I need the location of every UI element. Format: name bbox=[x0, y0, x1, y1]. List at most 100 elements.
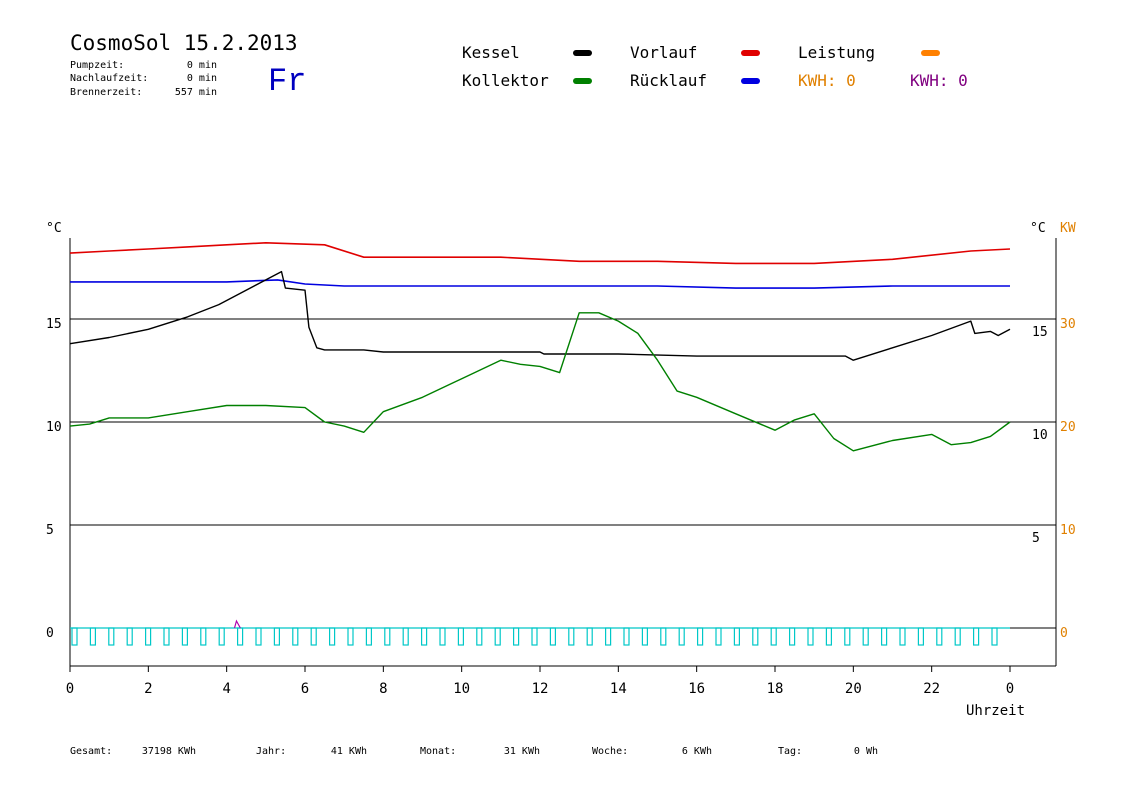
legend-label-vorlauf: Vorlauf bbox=[630, 43, 697, 62]
pump-cycle bbox=[770, 627, 777, 646]
pump-cycle bbox=[586, 627, 593, 646]
stat-label: Brennerzeit: bbox=[70, 87, 142, 98]
pump-cycle bbox=[549, 627, 557, 646]
stat-value: 0 min bbox=[187, 73, 217, 84]
y-tick-label: 10 bbox=[46, 420, 62, 435]
y-tick-label: 0 bbox=[46, 626, 54, 641]
chart-title: CosmoSol 15.2.2013 bbox=[70, 31, 298, 55]
y2-tick-label: 15 bbox=[1032, 325, 1048, 340]
pump-cycle bbox=[531, 627, 538, 646]
pump-cycle bbox=[568, 627, 575, 646]
ticks: 0 5 10 15 5 10 15 0 10 20 30 0 2 4 6 8 10 12 14 16 18 20 22 0 bbox=[46, 317, 1076, 697]
kw-tick-label: 30 bbox=[1060, 317, 1076, 332]
pump-cycle bbox=[991, 627, 998, 646]
x-tick-label: 0 bbox=[66, 681, 74, 697]
legend-label-kollektor: Kollektor bbox=[462, 71, 549, 90]
kw-tick-label: 0 bbox=[1060, 626, 1068, 641]
pump-cycle bbox=[457, 627, 464, 646]
pump-cycles bbox=[70, 619, 1010, 646]
pump-cycle bbox=[310, 627, 317, 646]
stat-value: 0 min bbox=[187, 60, 217, 71]
x-tick-label: 22 bbox=[923, 681, 940, 697]
kwh-label-purple: KWH: 0 bbox=[910, 71, 968, 90]
footer-value: 31 KWh bbox=[504, 746, 540, 757]
series-ruecklauf bbox=[70, 279, 1010, 289]
footer-value: 41 KWh bbox=[331, 746, 367, 757]
pump-cycle bbox=[476, 627, 483, 646]
pump-cycle bbox=[696, 627, 704, 646]
x-tick-label: 14 bbox=[610, 681, 627, 697]
legend-label-ruecklauf: Rücklauf bbox=[630, 71, 707, 90]
y-tick-label: 5 bbox=[46, 523, 54, 538]
leistung-spike bbox=[233, 619, 241, 629]
pump-cycle bbox=[365, 627, 372, 646]
pump-cycle bbox=[255, 627, 262, 646]
footer-value: 37198 KWh bbox=[142, 746, 196, 757]
pump-cycle bbox=[494, 627, 501, 646]
stats-block: Pumpzeit: 0 min Nachlaufzeit: 0 min Bren… bbox=[70, 60, 217, 98]
x-tick-label: 6 bbox=[301, 681, 309, 697]
kwh-label-orange: KWH: 0 bbox=[798, 71, 856, 90]
pump-cycle bbox=[715, 627, 722, 646]
legend: Kessel Kollektor Vorlauf Rücklauf Leistu… bbox=[462, 43, 968, 90]
pump-cycle bbox=[273, 627, 280, 646]
pump-cycle bbox=[604, 627, 612, 646]
footer: Gesamt: 37198 KWh Jahr: 41 KWh Monat: 31… bbox=[70, 746, 878, 757]
x-axis-label: Uhrzeit bbox=[966, 703, 1025, 719]
x-tick-label: 12 bbox=[532, 681, 549, 697]
pump-cycle bbox=[862, 627, 869, 646]
pump-cycle bbox=[788, 627, 796, 646]
pump-cycle bbox=[163, 627, 170, 646]
left-unit-label: °C bbox=[46, 221, 62, 236]
footer-label: Woche: bbox=[592, 746, 628, 757]
x-tick-label: 18 bbox=[767, 681, 784, 697]
pump-cycle bbox=[347, 627, 354, 646]
y2-tick-label: 5 bbox=[1032, 531, 1040, 546]
pump-cycle bbox=[145, 627, 152, 646]
x-tick-label: 2 bbox=[144, 681, 152, 697]
series-kessel bbox=[69, 270, 1011, 361]
x-tick-label: 8 bbox=[379, 681, 387, 697]
pump-cycle bbox=[752, 627, 759, 646]
stat-label: Pumpzeit: bbox=[70, 60, 124, 71]
x-tick-label: 4 bbox=[222, 681, 230, 697]
footer-label: Monat: bbox=[420, 746, 456, 757]
pump-cycle bbox=[880, 627, 888, 646]
pump-cycle bbox=[237, 627, 244, 646]
pump-cycle bbox=[421, 627, 428, 646]
day-label: Fr bbox=[268, 63, 306, 100]
x-tick-label: 20 bbox=[845, 681, 862, 697]
series-vorlauf bbox=[69, 242, 1011, 265]
y-tick-label: 15 bbox=[46, 317, 62, 332]
pump-cycle bbox=[954, 627, 961, 646]
pump-cycle bbox=[623, 627, 630, 646]
pump-cycle bbox=[439, 627, 446, 646]
kw-tick-label: 20 bbox=[1060, 420, 1076, 435]
pump-cycle bbox=[807, 627, 814, 646]
pump-cycle bbox=[108, 627, 115, 646]
pump-cycle bbox=[733, 627, 741, 646]
legend-label-leistung: Leistung bbox=[798, 43, 875, 62]
pump-cycle bbox=[292, 627, 299, 646]
gridlines bbox=[70, 318, 1056, 629]
right-unit-c-label: °C bbox=[1030, 221, 1046, 236]
pump-cycle bbox=[200, 627, 207, 646]
pump-cycle bbox=[71, 627, 78, 646]
footer-value: 6 KWh bbox=[682, 746, 712, 757]
stat-value: 557 min bbox=[175, 87, 217, 98]
pump-cycle bbox=[936, 627, 943, 646]
x-tick-label: 0 bbox=[1006, 681, 1014, 697]
pump-cycle bbox=[329, 627, 336, 646]
legend-label-kessel: Kessel bbox=[462, 43, 520, 62]
x-tick-label: 16 bbox=[688, 681, 705, 697]
stat-label: Nachlaufzeit: bbox=[70, 73, 148, 84]
pump-cycle bbox=[218, 627, 225, 646]
pump-cycle bbox=[641, 627, 649, 646]
pump-cycle bbox=[825, 627, 833, 646]
footer-value: 0 Wh bbox=[854, 746, 878, 757]
pump-cycle bbox=[512, 627, 520, 646]
x-tick-label: 10 bbox=[453, 681, 470, 697]
footer-label: Jahr: bbox=[256, 746, 286, 757]
pump-cycle bbox=[972, 627, 980, 646]
